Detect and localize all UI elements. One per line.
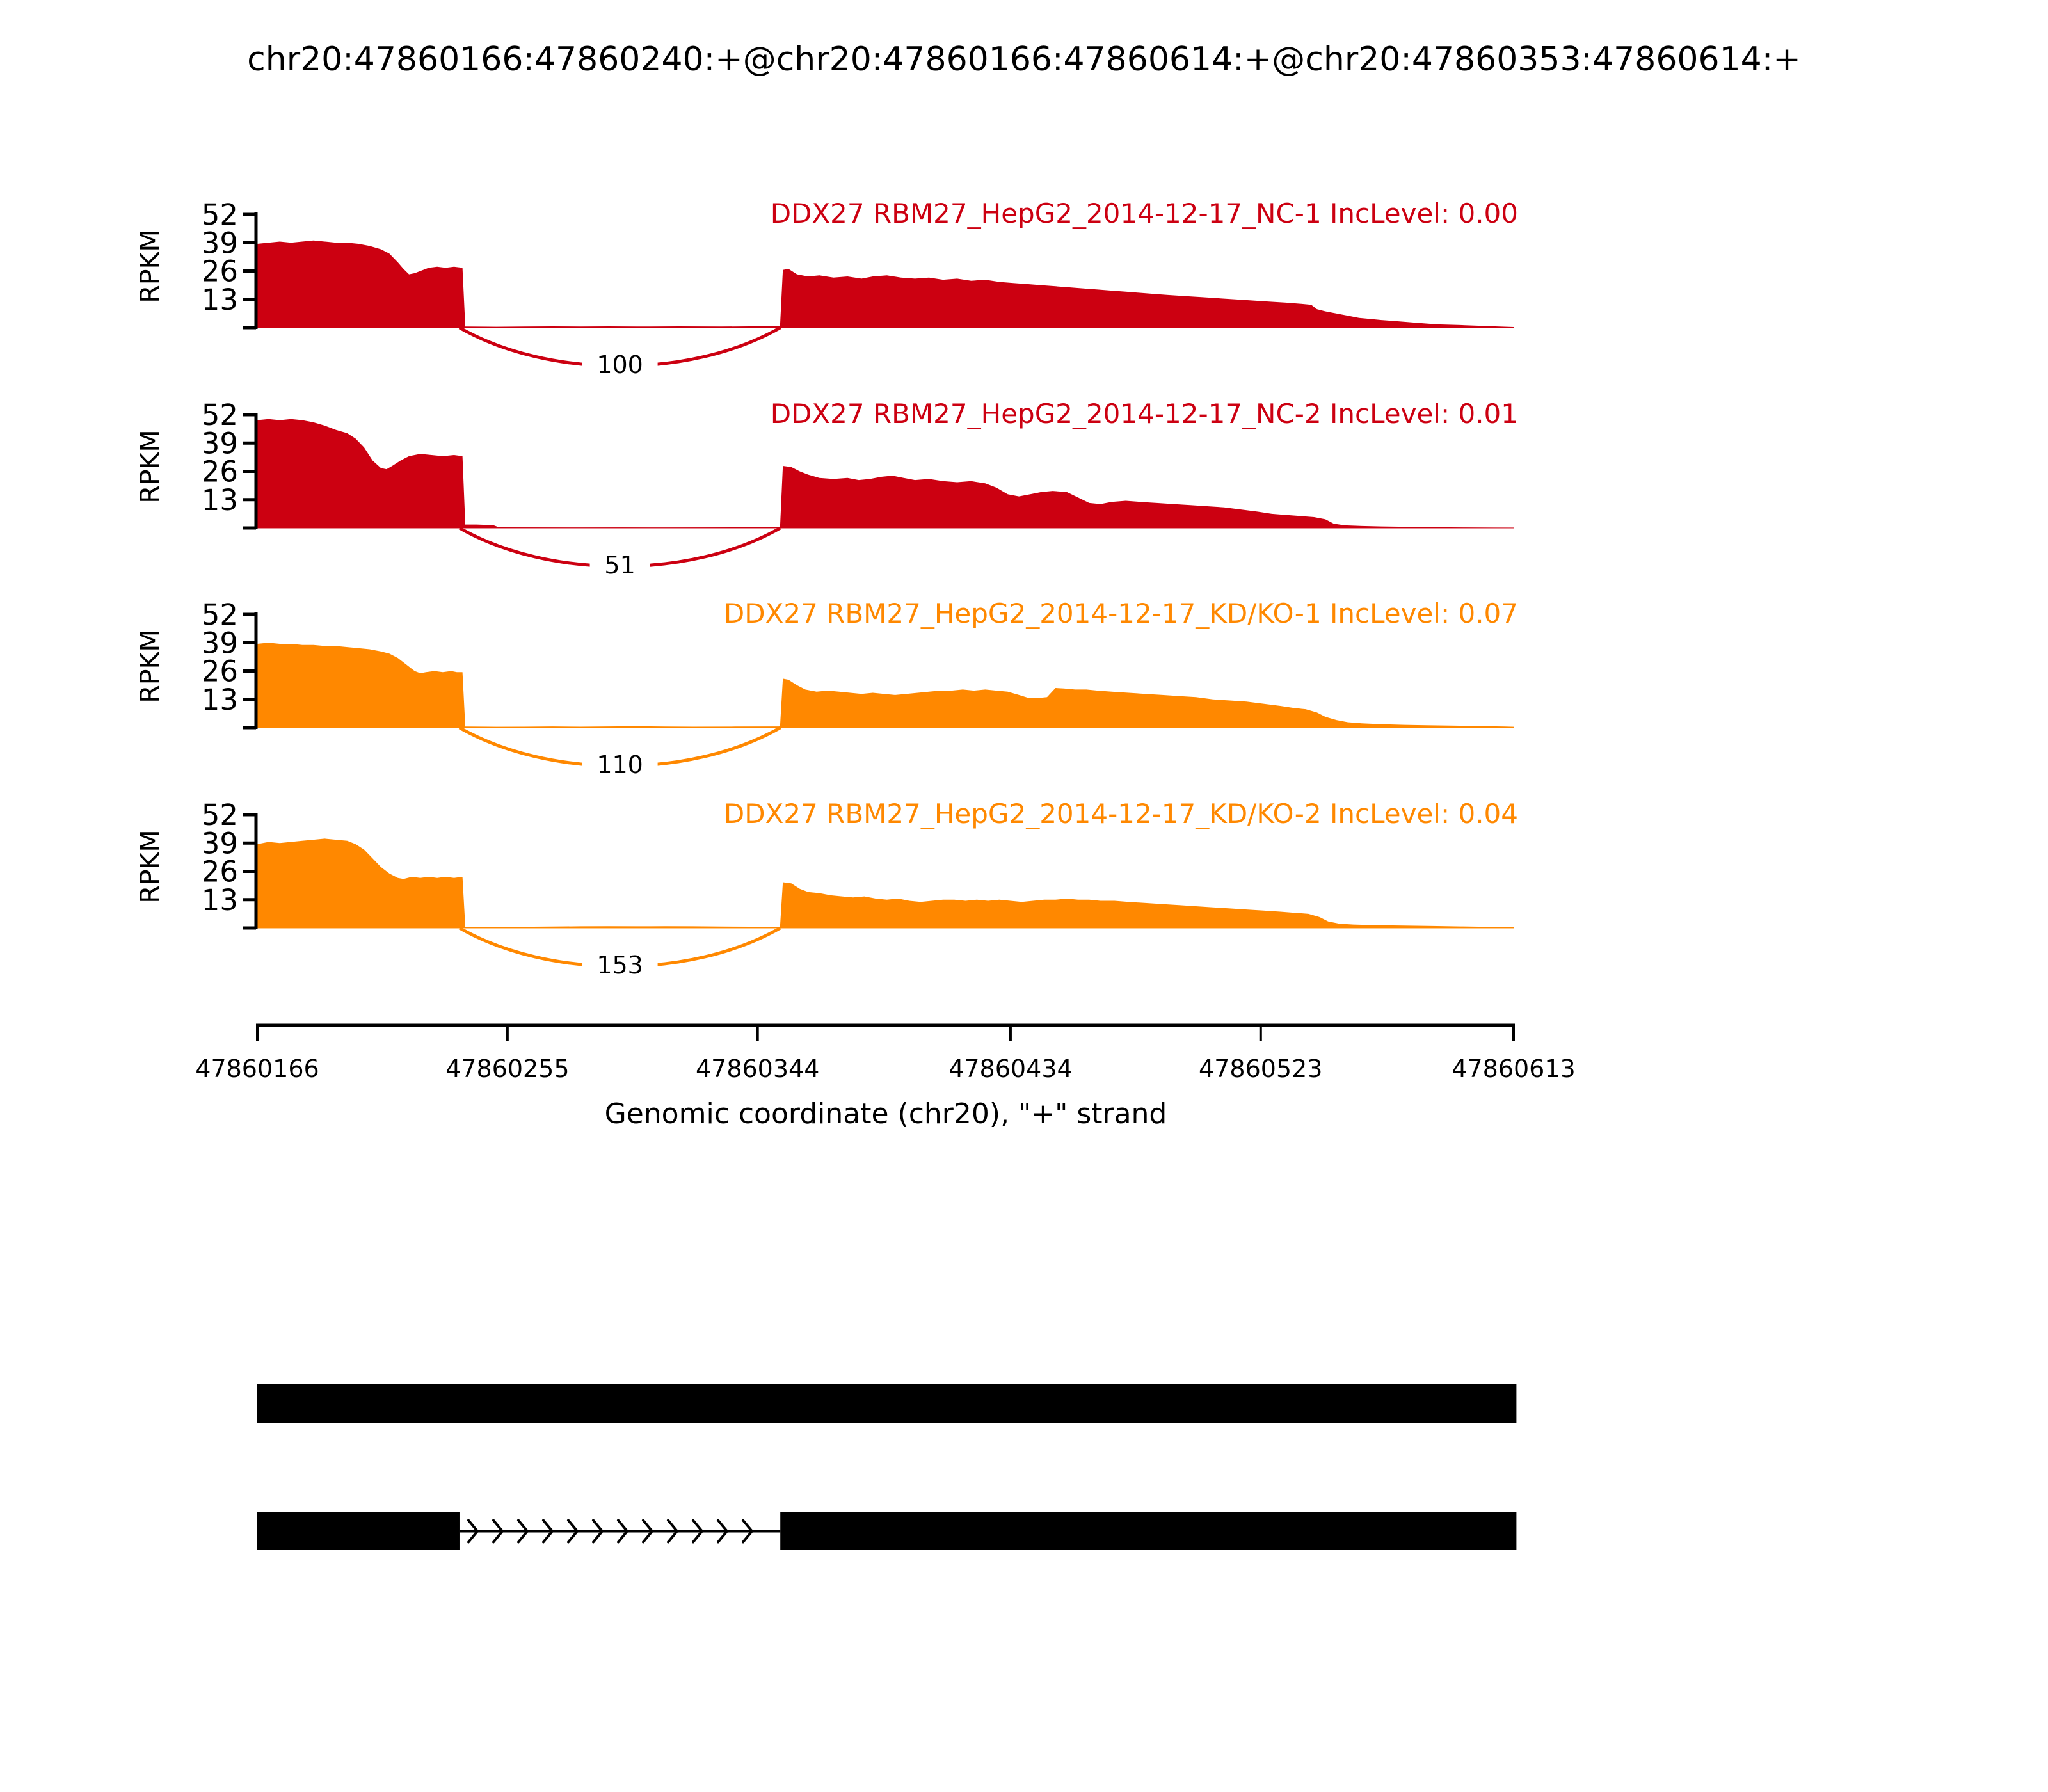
y-tick-label: 26 (202, 255, 238, 289)
x-tick-label: 47860613 (1452, 1055, 1575, 1083)
y-tick-label: 13 (202, 883, 238, 917)
junction-count: 110 (596, 751, 643, 779)
track-title: DDX27 RBM27_HepG2_2014-12-17_KD/KO-1 Inc… (724, 598, 1518, 629)
strand-chevron-icon (666, 1519, 679, 1544)
y-tick-label: 13 (202, 483, 238, 517)
y-tick-label: 52 (202, 798, 238, 832)
x-tick-label: 47860434 (948, 1055, 1072, 1083)
strand-chevron-icon (541, 1519, 554, 1544)
x-axis: 47860166 47860255 47860344 47860434 47860523… (195, 1023, 1576, 1083)
y-axis-label: RPKM (134, 229, 165, 303)
strand-chevron-icon (516, 1519, 529, 1544)
isoform-structures (257, 1384, 1517, 1550)
strand-chevron-icon (591, 1519, 604, 1544)
y-axis-label: RPKM (134, 829, 165, 903)
figure-title: chr20:47860166:47860240:+@chr20:47860166… (247, 40, 1801, 79)
junction-count: 153 (596, 951, 643, 979)
junction-count: 100 (596, 351, 643, 379)
strand-chevron-icon (691, 1519, 704, 1544)
y-tick-label: 39 (202, 626, 238, 660)
coverage-area (257, 838, 1514, 928)
y-tick-label: 39 (202, 226, 238, 260)
junction-count-bg (589, 548, 650, 579)
isoform-1-exon (257, 1384, 1517, 1423)
junction-count: 51 (604, 551, 635, 579)
x-tick-label: 47860344 (696, 1055, 819, 1083)
coverage-area (257, 240, 1514, 328)
coverage-area (257, 419, 1514, 528)
x-tick-label: 47860523 (1199, 1055, 1322, 1083)
y-tick-label: 13 (202, 683, 238, 717)
isoform-2-exon-right (780, 1512, 1517, 1550)
strand-chevron-icon (616, 1519, 629, 1544)
junction-count-bg (582, 348, 658, 379)
strand-chevron-icon (716, 1519, 729, 1544)
x-tick-label: 47860166 (195, 1055, 319, 1083)
coverage-area (257, 643, 1514, 728)
y-tick-label: 26 (202, 455, 238, 489)
track-title: DDX27 RBM27_HepG2_2014-12-17_NC-2 IncLev… (771, 398, 1518, 429)
y-axis-label: RPKM (134, 429, 165, 503)
strand-chevron-icon (492, 1519, 504, 1544)
x-axis-title: Genomic coordinate (chr20), "+" strand (605, 1098, 1167, 1130)
track-title: DDX27 RBM27_HepG2_2014-12-17_NC-1 IncLev… (771, 198, 1518, 229)
y-tick-label: 52 (202, 598, 238, 632)
y-tick-label: 39 (202, 826, 238, 860)
y-tick-label: 13 (202, 283, 238, 317)
isoform-2-exon-left (257, 1512, 460, 1550)
y-tick-label: 26 (202, 855, 238, 889)
strand-chevron-icon (467, 1519, 479, 1544)
y-tick-label: 52 (202, 398, 238, 432)
strand-chevron-icon (641, 1519, 654, 1544)
y-tick-label: 39 (202, 426, 238, 460)
junction-count-bg (582, 748, 658, 779)
strand-chevron-icon (566, 1519, 579, 1544)
track-title: DDX27 RBM27_HepG2_2014-12-17_KD/KO-2 Inc… (724, 798, 1518, 829)
y-axis-label: RPKM (134, 629, 165, 703)
y-tick-label: 52 (202, 198, 238, 232)
strand-chevron-icon (741, 1519, 754, 1544)
y-tick-label: 26 (202, 655, 238, 689)
x-tick-label: 47860255 (445, 1055, 569, 1083)
junction-count-bg (582, 948, 658, 979)
